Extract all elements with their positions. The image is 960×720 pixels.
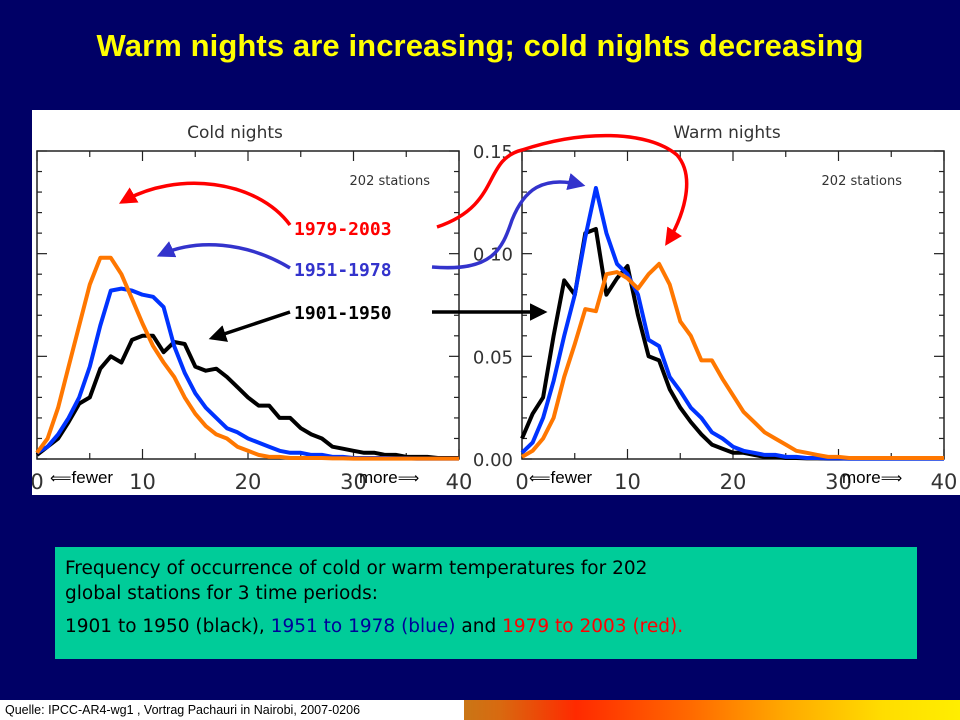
cold-nights-series-black xyxy=(35,333,459,460)
cold-nights-x-tick-labels: 0 10 20 30 40 xyxy=(32,470,472,494)
caption-box: Frequency of occurrence of cold or warm … xyxy=(55,547,917,659)
caption-blue-period: 1951 to 1978 (blue) xyxy=(270,616,456,637)
warm-nights-title: Warm nights xyxy=(673,123,781,143)
cold-nights-title: Cold nights xyxy=(187,123,283,143)
caption-red-period: 1979 to 2003 (red) xyxy=(502,616,678,637)
figure-panel: Cold nights 202 stations 0 10 20 30 40 ⟸fewe… xyxy=(32,110,960,495)
cold-nights-x-tick-label: 10 xyxy=(129,470,156,494)
caption-period-end: . xyxy=(677,616,684,637)
cold-nights-x-tick-label: 20 xyxy=(235,470,262,494)
warm-nights-x-tick-label: 20 xyxy=(720,470,747,494)
warm-nights-x-tick-label: 30 xyxy=(825,470,852,494)
warm-nights-x-tick-label: 0 xyxy=(515,470,528,494)
cold-nights-x-tick-label: 30 xyxy=(340,470,367,494)
cold-nights-annotation: 202 stations xyxy=(350,174,431,189)
legend-label-1901-1950: 1901-1950 xyxy=(294,303,392,324)
caption-black-period: 1901 to 1950 (black), xyxy=(65,616,271,637)
warm-nights-y-tick-labels: 0.000.050.100.15 xyxy=(473,142,513,471)
warm-nights-fewer-label: ⟸fewer xyxy=(529,468,592,487)
warm-nights-ticks xyxy=(521,150,945,460)
warm-nights-series-orange xyxy=(521,261,944,460)
cold-nights-series xyxy=(35,255,459,461)
legend-arrows xyxy=(118,133,689,342)
legend-label-1951-1978: 1951-1978 xyxy=(294,260,392,281)
source-label: Quelle: IPCC-AR4-wg1 , Vortrag Pachauri … xyxy=(0,700,464,720)
cold-nights-series-orange xyxy=(35,255,459,461)
warm-nights-x-tick-label: 10 xyxy=(614,470,641,494)
cold-nights-more-label: more⟹ xyxy=(359,468,419,487)
slide-title: Warm nights are increasing; cold nights … xyxy=(96,28,864,63)
period-legend: 1979-2003 1951-1978 1901-1950 xyxy=(294,219,392,324)
warm-nights-series-blue xyxy=(520,186,944,461)
blue-arrow-to-cold xyxy=(156,241,291,270)
red-arrow-to-warm xyxy=(436,133,689,246)
legend-label-1979-2003: 1979-2003 xyxy=(294,219,392,240)
red-arrow-to-cold xyxy=(118,181,292,227)
warm-nights-more-label: more⟹ xyxy=(842,468,902,487)
warm-nights-y-tick-label: 0.00 xyxy=(473,450,513,471)
warm-nights-y-tick-label: 0.15 xyxy=(473,142,513,163)
cold-nights-frame xyxy=(36,150,460,460)
warm-nights-y-tick-label: 0.05 xyxy=(473,347,513,368)
warm-nights-x-tick-label: 40 xyxy=(931,470,958,494)
warm-nights-series-black xyxy=(520,227,944,461)
cold-nights-fewer-label: ⟸fewer xyxy=(50,468,113,487)
caption-and: and xyxy=(455,616,503,637)
caption-line-3: 1901 to 1950 (black), 1951 to 1978 (blue… xyxy=(65,614,907,639)
warm-nights-plot: Warm nights 202 stations 0.000.050.100.1… xyxy=(473,123,957,494)
cold-nights-x-tick-label: 0 xyxy=(32,470,44,494)
black-arrow-to-cold xyxy=(208,310,291,342)
cold-nights-ticks xyxy=(36,150,460,460)
caption-line-1: Frequency of occurrence of cold or warm … xyxy=(65,558,648,579)
cold-nights-x-tick-label: 40 xyxy=(446,470,473,494)
warm-nights-frame xyxy=(521,150,945,460)
warm-nights-series xyxy=(520,186,944,461)
figure-svg: Cold nights 202 stations 0 10 20 30 40 ⟸fewe… xyxy=(32,123,957,494)
blue-arrow-to-warm xyxy=(431,173,586,270)
caption-line-2: global stations for 3 time periods: xyxy=(65,583,378,604)
warm-nights-annotation: 202 stations xyxy=(822,174,903,189)
cold-nights-plot: Cold nights 202 stations 0 10 20 30 40 ⟸fewe… xyxy=(32,123,472,494)
warm-nights-x-tick-labels: 0 10 20 30 40 xyxy=(515,470,957,494)
